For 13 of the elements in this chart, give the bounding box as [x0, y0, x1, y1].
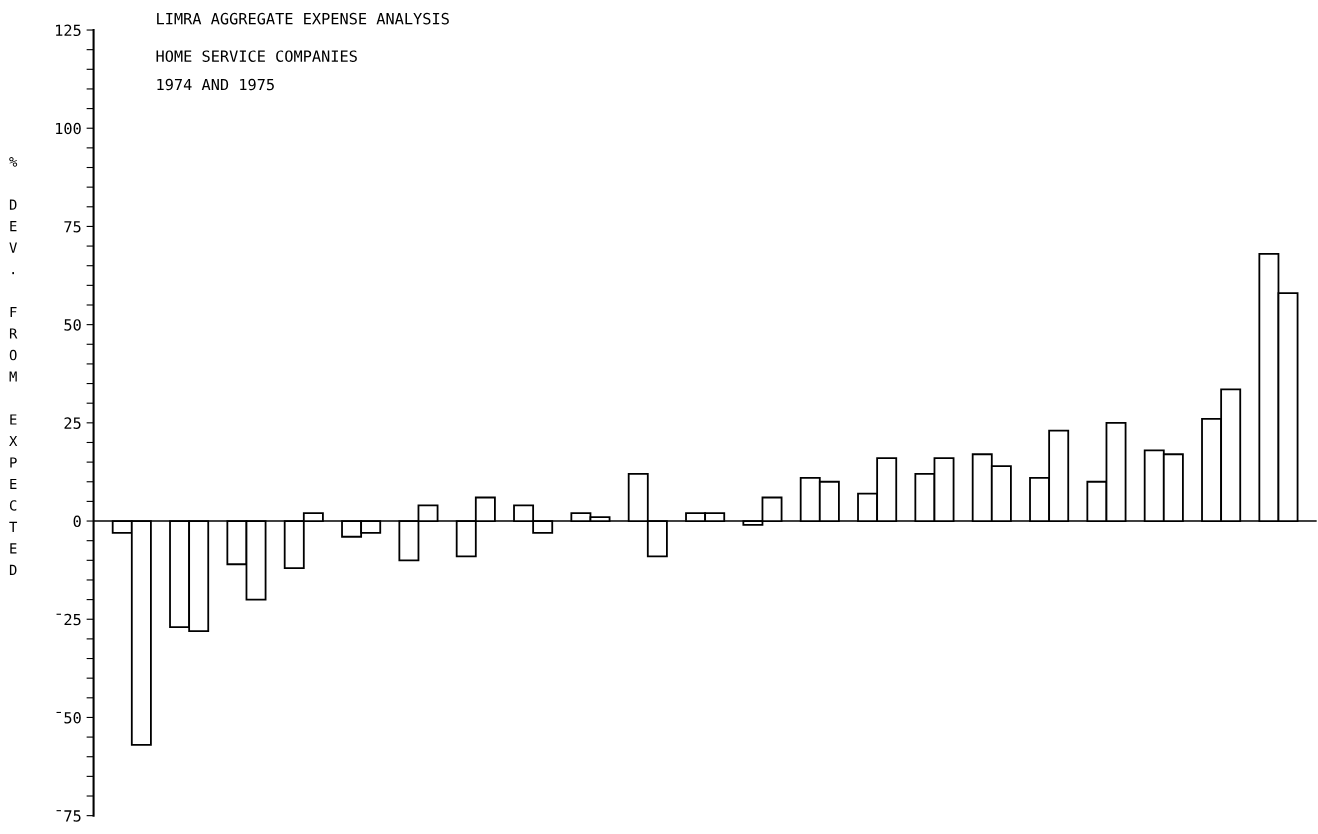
y-tick-label: 100 [56, 122, 81, 135]
y-tick-label: 0 [73, 515, 81, 528]
text: % DEV. FROM EXPECTED [9, 157, 18, 575]
text: HOME SERVICE COMPANIES [156, 50, 357, 62]
chart-title: LIMRA AGGREGATE EXPENSE ANALYSIS [157, 12, 449, 25]
y-tick-label: ¯25 [56, 613, 81, 626]
annotation: 1974 AND 1975 [157, 78, 274, 91]
y-tick-label: ¯75 [56, 810, 81, 822]
y-tick-label: 25 [64, 417, 81, 429]
y-tick-label: ¯50 [56, 711, 81, 724]
y-tick-label: 75 [64, 221, 81, 233]
y-tick-label: 125 [56, 24, 81, 37]
y-tick-label: 50 [64, 319, 81, 331]
